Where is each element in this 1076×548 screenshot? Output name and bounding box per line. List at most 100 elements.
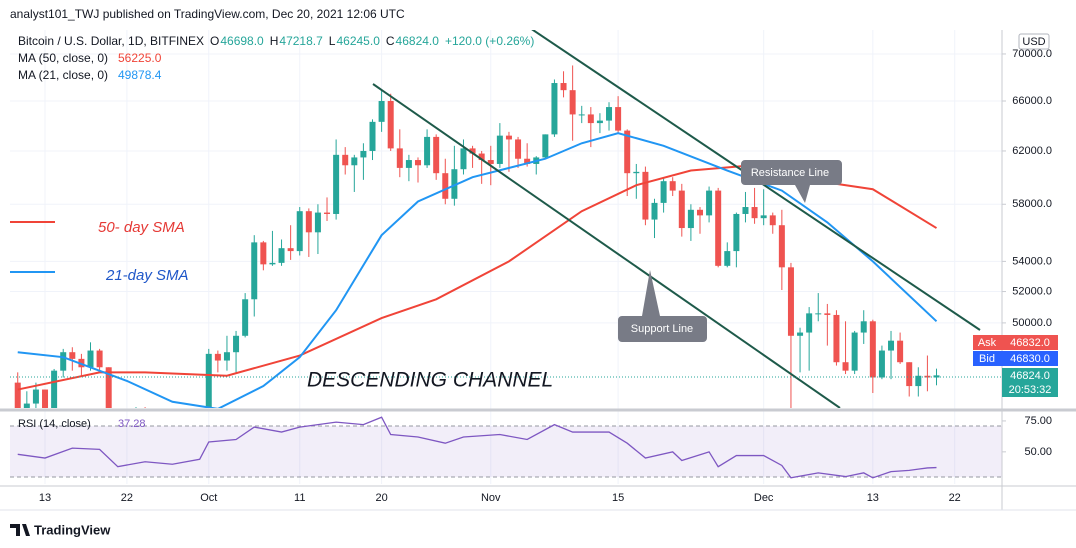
legend-ohlc: O 46698.0 H 47218.7 L 46245.0 C 46824.0 xyxy=(210,34,439,48)
candle-body xyxy=(669,181,676,191)
candle-body xyxy=(96,350,103,368)
ma-line xyxy=(17,132,938,408)
candle-body xyxy=(642,171,649,220)
last-price: 46824.0 xyxy=(1010,370,1050,382)
candle-body xyxy=(205,353,212,408)
y-tick-label: 50000.0 xyxy=(1012,317,1052,329)
last-box xyxy=(1002,368,1058,397)
countdown: 20:53:32 xyxy=(1009,384,1052,396)
candle-body xyxy=(23,403,30,408)
candle-body xyxy=(596,120,603,124)
ohlc-key: L xyxy=(329,34,336,48)
legend-ma21: MA (21, close, 0) xyxy=(18,68,108,82)
candle-body xyxy=(651,202,658,220)
candle-body xyxy=(606,107,613,121)
candle-body xyxy=(305,211,312,233)
ask-label-box xyxy=(973,335,1002,350)
candle-body xyxy=(223,352,230,361)
candle-body xyxy=(824,313,831,315)
candle-body xyxy=(360,150,367,158)
candle-body xyxy=(797,332,804,336)
x-tick-label: Oct xyxy=(200,492,217,504)
brand[interactable]: TradingView xyxy=(34,522,111,537)
legend-ma50: MA (50, close, 0) xyxy=(18,51,108,65)
candle-body xyxy=(396,148,403,168)
candle-body xyxy=(69,352,76,359)
candle-body xyxy=(351,157,358,166)
candle-body xyxy=(324,212,331,214)
y-tick-label: 54000.0 xyxy=(1012,255,1052,267)
candle-body xyxy=(888,340,895,351)
candle-body xyxy=(405,160,412,168)
candles xyxy=(14,65,940,408)
x-tick-label: 13 xyxy=(39,492,51,504)
candle-body xyxy=(869,321,876,378)
lower-channel xyxy=(372,83,841,408)
candle-body xyxy=(578,114,585,116)
callout-text: Resistance Line xyxy=(751,167,829,179)
ohlc-value: 46245.0 xyxy=(336,34,380,48)
candle-body xyxy=(51,370,58,408)
candle-body xyxy=(433,136,440,174)
x-tick-label: 11 xyxy=(294,492,305,504)
ohlc-key: H xyxy=(270,34,279,48)
candle-body xyxy=(451,169,458,199)
candle-body xyxy=(87,350,94,368)
legend-symbol: Bitcoin / U.S. Dollar, 1D, BITFINEX xyxy=(18,34,204,48)
candle-body xyxy=(615,107,622,131)
candle-body xyxy=(278,248,285,263)
candle-body xyxy=(715,190,722,266)
candle-body xyxy=(842,362,849,371)
candle-body xyxy=(560,83,567,91)
currency: USD xyxy=(1022,36,1045,48)
candle-body xyxy=(724,251,731,266)
candle-body xyxy=(378,100,385,122)
callout xyxy=(618,270,707,342)
currency-box[interactable] xyxy=(1018,33,1050,50)
candle-body xyxy=(587,114,594,124)
y-tick-label: 62000.0 xyxy=(1012,145,1052,157)
candle-body xyxy=(342,154,349,166)
candle-body xyxy=(851,332,858,371)
header-title: analyst101_TWJ published on TradingView.… xyxy=(10,7,405,21)
annotation: DESCENDING CHANNEL xyxy=(307,369,553,392)
candle-body xyxy=(751,207,758,219)
candle-body xyxy=(424,136,431,166)
candle-body xyxy=(60,352,67,371)
candle-body xyxy=(387,100,394,149)
bid-box xyxy=(1002,351,1058,366)
legend-ma21-value: 49878.4 xyxy=(118,68,162,82)
ohlc-key: C xyxy=(386,34,395,48)
ohlc-value: 46698.0 xyxy=(220,34,264,48)
candle-body xyxy=(478,153,485,161)
y-tick-label: 50.00 xyxy=(1024,446,1052,458)
candle-body xyxy=(778,225,785,268)
candle-body xyxy=(442,173,449,199)
x-tick-label: Nov xyxy=(481,492,501,504)
logo xyxy=(10,524,30,536)
candle-body xyxy=(933,375,940,378)
candle-body xyxy=(242,299,249,336)
rsi-legend: RSI (14, close) xyxy=(18,418,91,430)
y-tick-label: 66000.0 xyxy=(1012,95,1052,107)
candle-body xyxy=(42,389,49,408)
candle-body xyxy=(915,375,922,387)
x-tick-label: 15 xyxy=(612,492,624,504)
candle-body xyxy=(287,248,294,252)
candle-body xyxy=(906,362,913,387)
candle-body xyxy=(833,314,840,363)
candle-body xyxy=(787,267,794,336)
callout xyxy=(741,160,842,203)
candle-body xyxy=(706,190,713,216)
candle-body xyxy=(414,160,421,166)
ohlc-value: 47218.7 xyxy=(279,34,323,48)
candle-body xyxy=(524,158,531,164)
candle-body xyxy=(251,242,258,300)
ohlc-value: 46824.0 xyxy=(396,34,440,48)
x-tick-label: 20 xyxy=(375,492,387,504)
x-tick-label: 13 xyxy=(867,492,879,504)
candle-body xyxy=(633,171,640,174)
y-tick-label: 70000.0 xyxy=(1012,48,1052,60)
candle-body xyxy=(760,215,767,219)
